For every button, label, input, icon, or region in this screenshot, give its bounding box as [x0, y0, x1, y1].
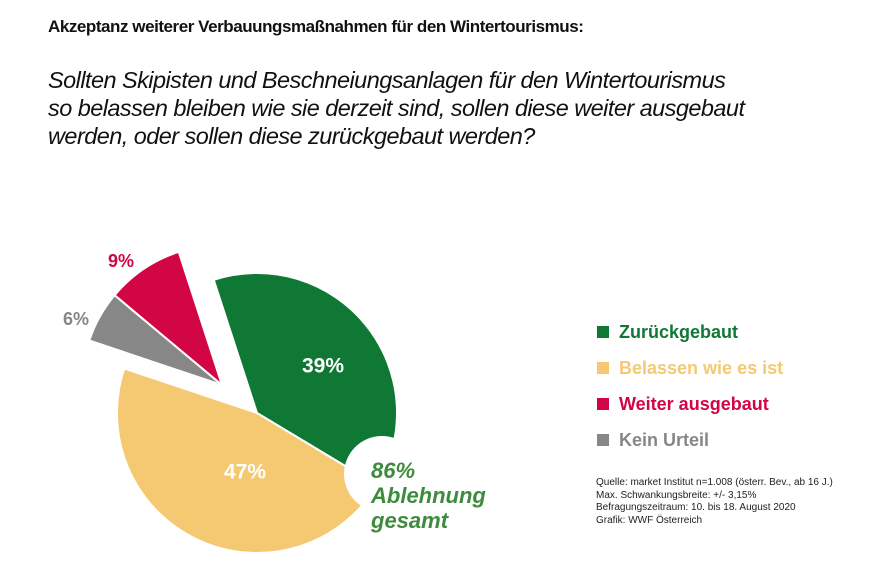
legend-label: Weiter ausgebaut	[619, 393, 769, 414]
legend-swatch	[597, 326, 609, 338]
annotation-line: 86%	[371, 458, 416, 483]
source-note: Quelle: market Institut n=1.008 (österr.…	[596, 477, 833, 527]
slice-data-label: 47%	[224, 461, 266, 484]
pie-slice-belassen-wie-es-ist	[116, 367, 379, 554]
legend-item-belassen: Belassen wie es ist	[597, 350, 783, 386]
legend-label: Kein Urteil	[619, 429, 710, 450]
survey-question: Sollten Skipisten und Beschneiungsanlage…	[48, 66, 745, 150]
legend-item-weiter-ausgebaut: Weiter ausgebaut	[597, 386, 783, 422]
legend-swatch	[597, 362, 609, 374]
chart-title: Akzeptanz weiterer Verbauungsmaßnahmen f…	[48, 17, 584, 36]
legend-swatch	[597, 398, 609, 410]
legend-item-kein-urteil: Kein Urteil	[597, 422, 783, 458]
pie-slice-weiter-ausgebaut	[113, 250, 225, 388]
source-line: Quelle: market Institut n=1.008 (österr.…	[596, 477, 833, 488]
annotation-cutout	[344, 436, 420, 512]
source-line: Max. Schwankungsbreite: +/- 3,15%	[596, 489, 757, 501]
annotation-line: gesamt	[371, 508, 449, 533]
source-line: Grafik: WWF Österreich	[596, 514, 703, 526]
annotation-line: Ablehnung	[371, 483, 486, 508]
question-line: werden, oder sollen diese zurückgebaut w…	[48, 123, 535, 149]
question-line: Sollten Skipisten und Beschneiungsanlage…	[48, 67, 726, 93]
slice-data-label: 9%	[108, 251, 134, 271]
legend-swatch	[597, 434, 609, 446]
slice-data-label: 39%	[302, 355, 344, 378]
legend: Zurückgebaut Belassen wie es ist Weiter …	[597, 314, 783, 458]
source-line: Befragungszeitraum: 10. bis 18. August 2…	[596, 502, 796, 513]
slice-data-label: 6%	[63, 309, 89, 329]
legend-label: Belassen wie es ist	[619, 357, 784, 378]
legend-label: Zurückgebaut	[619, 321, 739, 342]
legend-item-zurueckgebaut: Zurückgebaut	[597, 314, 783, 350]
rejection-annotation: 86% Ablehnung gesamt	[371, 458, 486, 533]
question-line: so belassen bleiben wie sie derzeit sind…	[48, 95, 745, 121]
